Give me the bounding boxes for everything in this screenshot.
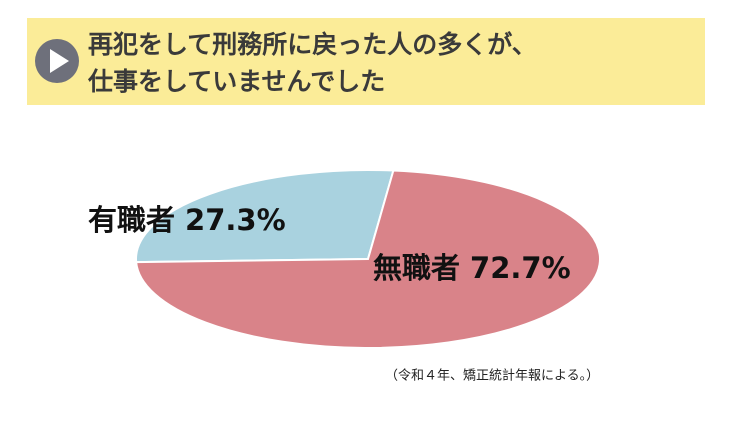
category-label: 有職者 (88, 203, 175, 237)
value-label: 72.7% (470, 251, 571, 285)
pie-slice (135, 169, 601, 349)
chart-title: 仕事をしていませんでした (87, 67, 385, 96)
slice-label: 無職者 72.7% (373, 251, 571, 285)
title-banner (27, 18, 705, 105)
category-label: 無職者 (373, 251, 460, 285)
chart-title: 再犯をして刑務所に戻った人の多くが、 (88, 30, 537, 59)
pie-slice (135, 169, 395, 264)
title-icon-arrow (50, 49, 69, 73)
value-label: 27.3% (185, 203, 286, 237)
slice-label: 有職者 27.3% (88, 203, 286, 237)
source-note: （令和４年、矯正統計年報による。） (385, 368, 599, 384)
